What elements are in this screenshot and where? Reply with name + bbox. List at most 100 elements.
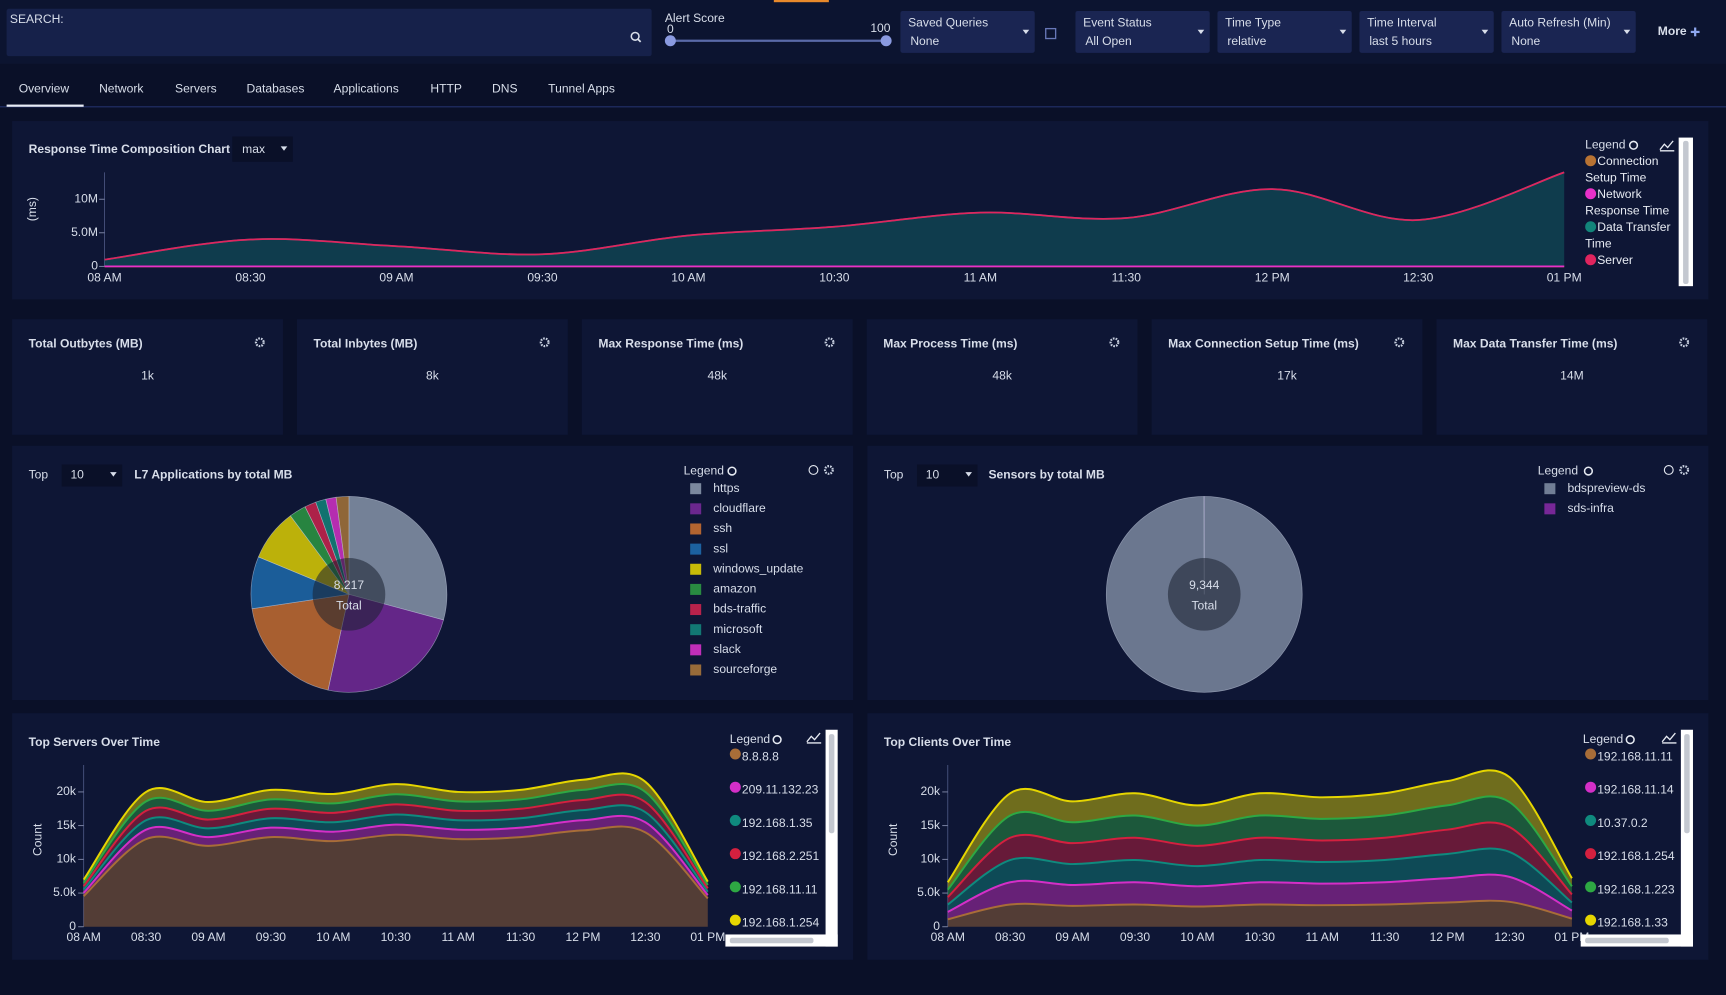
scrollbar-thumb[interactable] <box>828 734 835 834</box>
area <box>83 815 708 899</box>
line <box>82 825 709 900</box>
legend-label[interactable]: cloudflare <box>713 501 766 515</box>
y-tick-label: 5.0k <box>53 885 77 899</box>
tab[interactable]: Servers <box>175 81 217 95</box>
legend-label[interactable]: https <box>713 481 739 495</box>
count-dropdown[interactable] <box>61 464 123 487</box>
x-tick-label: 09 AM <box>379 271 413 285</box>
line <box>947 847 1573 906</box>
legend-toggle-icon[interactable] <box>1625 735 1635 745</box>
legend-label[interactable]: 192.168.11.11 <box>742 882 818 896</box>
legend-label[interactable]: ssl <box>713 541 728 555</box>
legend-toggle-icon[interactable] <box>772 735 782 745</box>
more-button[interactable]: More <box>1658 24 1687 38</box>
dropdown-label: Time Type <box>1225 15 1281 29</box>
expand-icon[interactable] <box>808 465 819 475</box>
slider-knob[interactable] <box>664 35 676 47</box>
dropdown[interactable] <box>1075 11 1210 53</box>
line <box>82 815 709 896</box>
dropdown-label: Event Status <box>1083 15 1152 29</box>
legend-toggle-icon[interactable] <box>1583 466 1594 476</box>
settings-icon[interactable] <box>254 337 265 348</box>
legend-toggle-icon[interactable] <box>727 466 737 476</box>
legend-label[interactable]: 209.11.132.23 <box>742 783 819 797</box>
kpi-value: 48k <box>992 369 1012 383</box>
legend-label[interactable]: microsoft <box>713 622 763 636</box>
legend-item[interactable]: Connection Setup Time <box>1585 154 1677 187</box>
pie-total-label: Total <box>1191 599 1217 613</box>
x-tick-label: 12:30 <box>630 930 661 944</box>
legend-item[interactable]: Server <box>1585 253 1677 270</box>
count-dropdown[interactable] <box>916 464 978 487</box>
search-icon[interactable] <box>630 31 640 41</box>
legend-label[interactable]: 192.168.11.11 <box>1597 749 1673 763</box>
legend-label[interactable]: 10.37.0.2 <box>1597 816 1648 830</box>
legend-label[interactable]: 192.168.1.223 <box>1597 882 1675 896</box>
dropdown[interactable] <box>1217 11 1352 53</box>
tab[interactable]: Network <box>99 81 144 95</box>
legend-swatch <box>690 503 702 515</box>
settings-icon[interactable] <box>1109 337 1120 348</box>
scrollbar-thumb[interactable] <box>1683 140 1689 284</box>
settings-icon[interactable] <box>823 465 834 475</box>
legend-item[interactable]: Data Transfer Time <box>1585 220 1677 253</box>
legend-label[interactable]: 192.168.11.14 <box>1597 783 1674 797</box>
legend-label[interactable]: windows_update <box>712 561 803 575</box>
search-icon-handle <box>637 38 642 43</box>
legend-label[interactable]: 192.168.2.251 <box>742 849 820 863</box>
tab[interactable]: Databases <box>247 81 305 95</box>
expand-icon[interactable] <box>1663 465 1674 475</box>
scrollbar-thumb[interactable] <box>729 937 814 944</box>
legend-label[interactable]: bdspreview-ds <box>1567 481 1645 495</box>
settings-icon[interactable] <box>539 337 550 348</box>
kpi-value: 14M <box>1560 369 1584 383</box>
legend-label[interactable]: 192.168.1.254 <box>1597 849 1675 863</box>
legend-item[interactable]: Network Response Time <box>1585 187 1677 220</box>
slider-knob[interactable] <box>880 35 892 47</box>
legend-label[interactable]: slack <box>713 642 742 656</box>
legend-swatch <box>690 523 702 535</box>
y-tick-label: 5.0k <box>917 885 941 899</box>
area <box>83 826 708 927</box>
tab[interactable]: Tunnel Apps <box>548 81 615 95</box>
dropdown[interactable] <box>1359 11 1494 53</box>
chart-type-icon[interactable] <box>1659 140 1675 152</box>
settings-icon[interactable] <box>824 337 835 348</box>
scrollbar-thumb[interactable] <box>1585 937 1669 944</box>
legend-label[interactable]: ssh <box>713 521 732 535</box>
settings-icon[interactable] <box>1679 337 1690 348</box>
edit-icon[interactable] <box>1045 27 1057 40</box>
settings-icon[interactable] <box>1679 465 1690 475</box>
search-box[interactable] <box>6 8 652 57</box>
legend-toggle-icon[interactable] <box>1628 140 1639 150</box>
legend-label[interactable]: amazon <box>713 582 756 596</box>
legend-label[interactable]: sourceforge <box>713 662 777 676</box>
chart-title: Top Clients Over Time <box>884 735 1012 749</box>
tab[interactable]: Overview <box>19 81 70 95</box>
mode-dropdown[interactable] <box>232 136 293 162</box>
dropdown[interactable] <box>900 11 1035 53</box>
scrollbar[interactable] <box>825 729 838 947</box>
legend-dot <box>729 814 741 826</box>
legend-label[interactable]: 192.168.1.254 <box>742 916 820 930</box>
legend-label[interactable]: 192.168.1.33 <box>1597 916 1668 930</box>
settings-icon[interactable] <box>1394 337 1405 348</box>
tab[interactable]: DNS <box>492 81 518 95</box>
tab[interactable]: HTTP <box>430 81 462 95</box>
chart-type-icon[interactable] <box>806 732 822 744</box>
legend-label[interactable]: sds-infra <box>1567 501 1614 515</box>
panel <box>12 121 1709 300</box>
scrollbar-thumb[interactable] <box>1684 734 1690 834</box>
caret-icon <box>1022 29 1030 35</box>
area <box>83 773 708 885</box>
dropdown[interactable] <box>1501 11 1636 53</box>
caret-icon <box>1481 29 1489 35</box>
legend-label[interactable]: bds-traffic <box>713 602 766 616</box>
legend-label[interactable]: 192.168.1.35 <box>742 816 813 830</box>
y-tick-label: 15k <box>921 818 941 832</box>
scrollbar[interactable] <box>1680 729 1693 947</box>
legend-label[interactable]: 8.8.8.8 <box>742 749 779 763</box>
kpi-value: 17k <box>1277 369 1297 383</box>
tab[interactable]: Applications <box>334 81 399 95</box>
chart-type-icon[interactable] <box>1661 732 1677 744</box>
